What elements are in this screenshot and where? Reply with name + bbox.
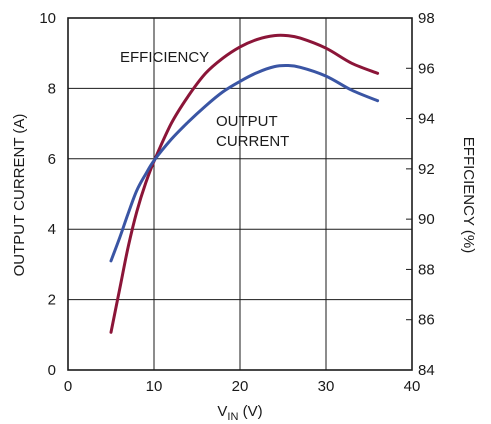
output-current-label-line2: CURRENT [216,133,289,150]
grid-lines [68,18,412,370]
y-right-tick-label-90: 90 [418,211,435,228]
output-current-curve [109,63,380,263]
y-right-tick-label-98: 98 [418,10,435,27]
x-tick-label-20: 20 [232,378,249,395]
y-right-tick-label-94: 94 [418,111,435,128]
efficiency-label: EFFICIENCY [120,49,209,66]
x-tick-label-0: 0 [64,378,72,395]
x-tick-label-10: 10 [146,378,163,395]
y-right-tick-label-88: 88 [418,261,435,278]
output-current-label-line1: OUTPUT [216,113,278,130]
x-axis-title-main: V [217,403,227,420]
y-left-tick-label-10: 10 [39,10,56,27]
efficiency-curve [109,33,380,334]
x-tick-label-30: 30 [318,378,335,395]
y-left-tick-label-2: 2 [48,292,56,309]
y-axis-right-title: EFFICIENCY (%) [460,137,477,253]
y-right-tick-label-96: 96 [418,60,435,77]
series-lines [109,33,380,334]
x-axis-title-subscript: IN [227,411,238,423]
tick-labels: 0 10 20 30 40 0 2 4 6 8 10 84 86 88 90 92 94 96 98 [39,10,434,395]
x-axis-title: VIN (V) [217,403,262,423]
y-left-tick-label-6: 6 [48,151,56,168]
x-tick-label-40: 40 [404,378,421,395]
y-left-tick-label-8: 8 [48,80,56,97]
y-left-tick-label-0: 0 [48,362,56,379]
x-axis-title-unit: (V) [238,403,262,420]
y-axis-left-title: OUTPUT CURRENT (A) [11,114,28,277]
y-left-tick-label-4: 4 [48,221,56,238]
y-right-tick-label-84: 84 [418,362,435,379]
y-right-tick-label-92: 92 [418,161,435,178]
y-right-tick-label-86: 86 [418,312,435,329]
